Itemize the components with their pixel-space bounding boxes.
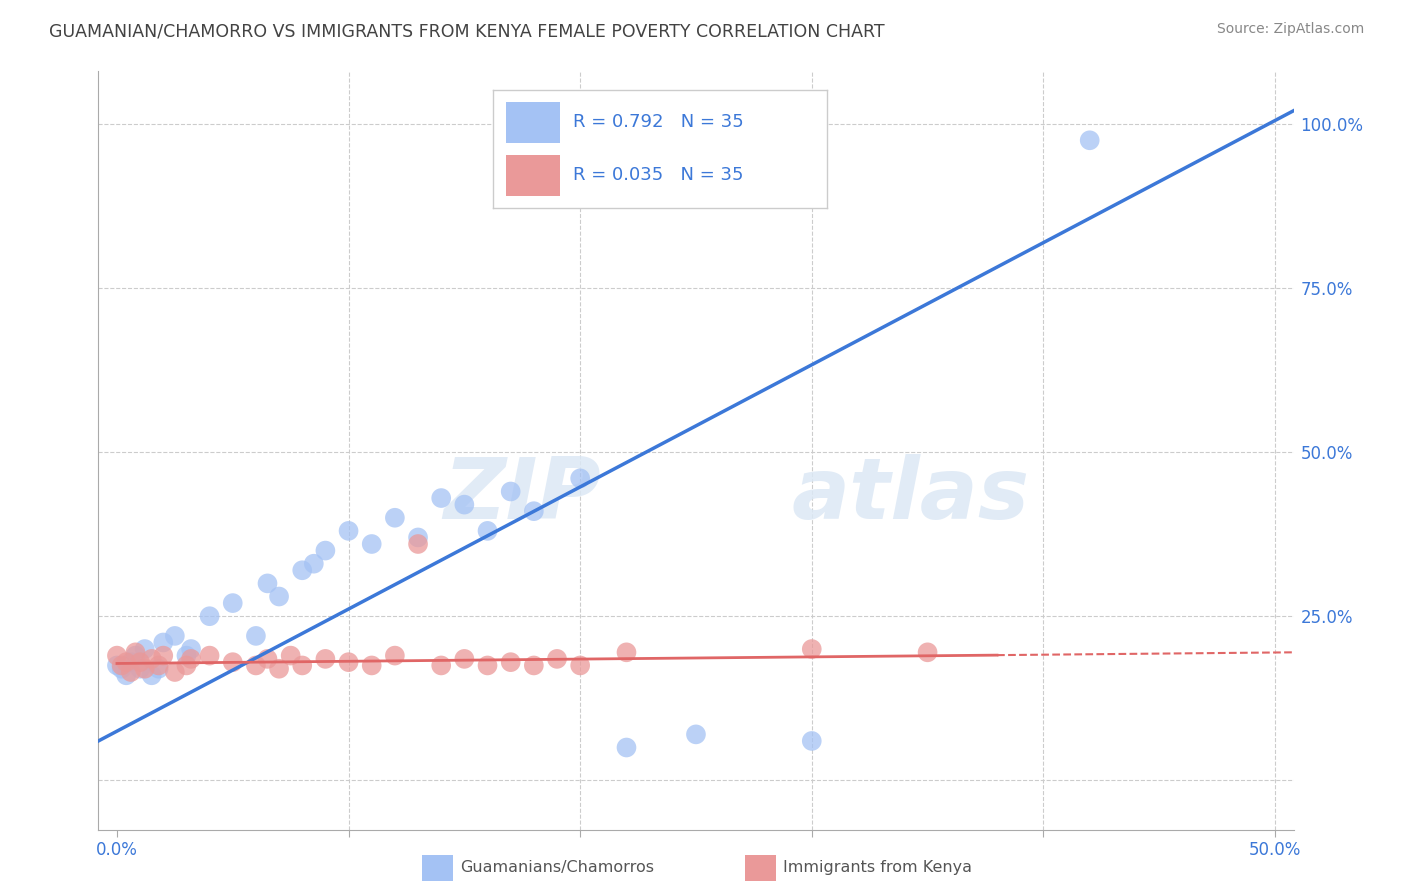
Point xyxy=(569,658,592,673)
Point xyxy=(616,740,638,755)
Point xyxy=(105,658,128,673)
Point xyxy=(477,658,499,673)
Text: atlas: atlas xyxy=(792,454,1029,538)
Point xyxy=(134,662,156,676)
Point xyxy=(267,662,290,676)
Point xyxy=(800,642,823,657)
Point xyxy=(280,648,302,663)
Point xyxy=(291,563,314,577)
Point xyxy=(384,648,406,663)
Point xyxy=(124,648,146,663)
Point xyxy=(546,652,568,666)
Point xyxy=(430,491,453,505)
Point xyxy=(120,655,142,669)
Point xyxy=(360,537,382,551)
Point xyxy=(105,648,128,663)
Point xyxy=(110,662,132,676)
Point xyxy=(384,510,406,524)
Point xyxy=(148,662,170,676)
Point xyxy=(523,658,546,673)
Text: ZIP: ZIP xyxy=(443,454,600,538)
Text: Source: ZipAtlas.com: Source: ZipAtlas.com xyxy=(1216,22,1364,37)
Point xyxy=(198,648,221,663)
Point xyxy=(917,645,939,659)
Point xyxy=(569,471,592,485)
Point xyxy=(302,557,325,571)
Point xyxy=(337,655,360,669)
Text: Immigrants from Kenya: Immigrants from Kenya xyxy=(783,861,972,875)
Point xyxy=(245,658,267,673)
Point xyxy=(800,734,823,748)
Point xyxy=(141,652,163,666)
Point xyxy=(129,655,152,669)
Point xyxy=(685,727,707,741)
Point xyxy=(141,668,163,682)
Text: 0.0%: 0.0% xyxy=(96,841,138,859)
Point xyxy=(115,655,138,669)
Point xyxy=(523,504,546,518)
Point xyxy=(499,484,522,499)
Point xyxy=(180,642,202,657)
Point xyxy=(406,537,429,551)
Text: GUAMANIAN/CHAMORRO VS IMMIGRANTS FROM KENYA FEMALE POVERTY CORRELATION CHART: GUAMANIAN/CHAMORRO VS IMMIGRANTS FROM KE… xyxy=(49,22,884,40)
Point xyxy=(129,662,152,676)
Point xyxy=(180,652,202,666)
Point xyxy=(360,658,382,673)
Text: 50.0%: 50.0% xyxy=(1249,841,1301,859)
Point xyxy=(163,665,186,679)
Point xyxy=(120,665,142,679)
Point xyxy=(222,596,245,610)
Point xyxy=(124,645,146,659)
Point xyxy=(430,658,453,673)
Point xyxy=(198,609,221,624)
Point xyxy=(148,658,170,673)
Point xyxy=(291,658,314,673)
Point xyxy=(176,648,198,663)
Point xyxy=(267,590,290,604)
Point xyxy=(337,524,360,538)
Point xyxy=(314,543,336,558)
Point xyxy=(256,576,278,591)
Point xyxy=(453,498,475,512)
Point xyxy=(616,645,638,659)
Point xyxy=(110,658,132,673)
Point xyxy=(314,652,336,666)
Point xyxy=(1078,133,1101,147)
Point xyxy=(222,655,245,669)
Point xyxy=(245,629,267,643)
Text: Guamanians/Chamorros: Guamanians/Chamorros xyxy=(460,861,654,875)
Point xyxy=(406,531,429,545)
Point xyxy=(115,668,138,682)
Point xyxy=(152,648,174,663)
Point xyxy=(163,629,186,643)
Point xyxy=(256,652,278,666)
Point xyxy=(134,642,156,657)
Point xyxy=(152,635,174,649)
Point xyxy=(453,652,475,666)
Point xyxy=(499,655,522,669)
Point xyxy=(477,524,499,538)
Point xyxy=(176,658,198,673)
